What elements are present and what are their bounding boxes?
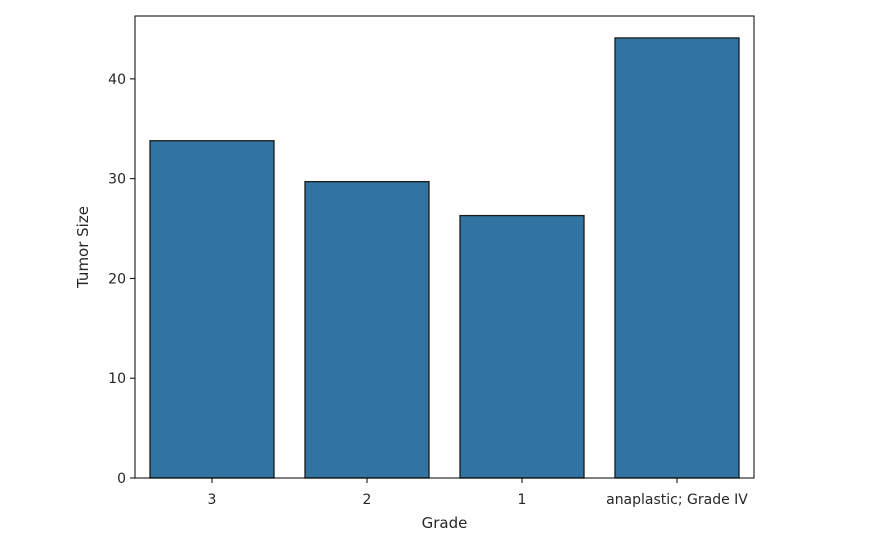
- y-axis-ticks: 0 10 20 30 40: [108, 72, 135, 487]
- y-axis-label: Tumor Size: [74, 206, 92, 289]
- y-tick-label: 20: [108, 271, 126, 287]
- bars-group: [149, 37, 740, 479]
- bar-0: [149, 140, 275, 479]
- y-tick-label: 40: [108, 72, 126, 88]
- x-tick-label: anaplastic; Grade IV: [606, 492, 748, 508]
- y-tick-label: 10: [108, 371, 126, 387]
- x-tick-label: 3: [208, 492, 217, 508]
- bar-3: [614, 37, 740, 479]
- y-tick-label: 30: [108, 172, 126, 188]
- y-tick-label: 0: [117, 471, 126, 487]
- x-axis-label: Grade: [422, 514, 468, 532]
- x-tick-label: 2: [363, 492, 372, 508]
- bar-1: [304, 180, 430, 479]
- x-axis-ticks: 3 2 1 anaplastic; Grade IV: [208, 478, 748, 508]
- bar-2: [459, 214, 585, 479]
- x-tick-label: 1: [518, 492, 527, 508]
- plot-frame: [134, 15, 755, 479]
